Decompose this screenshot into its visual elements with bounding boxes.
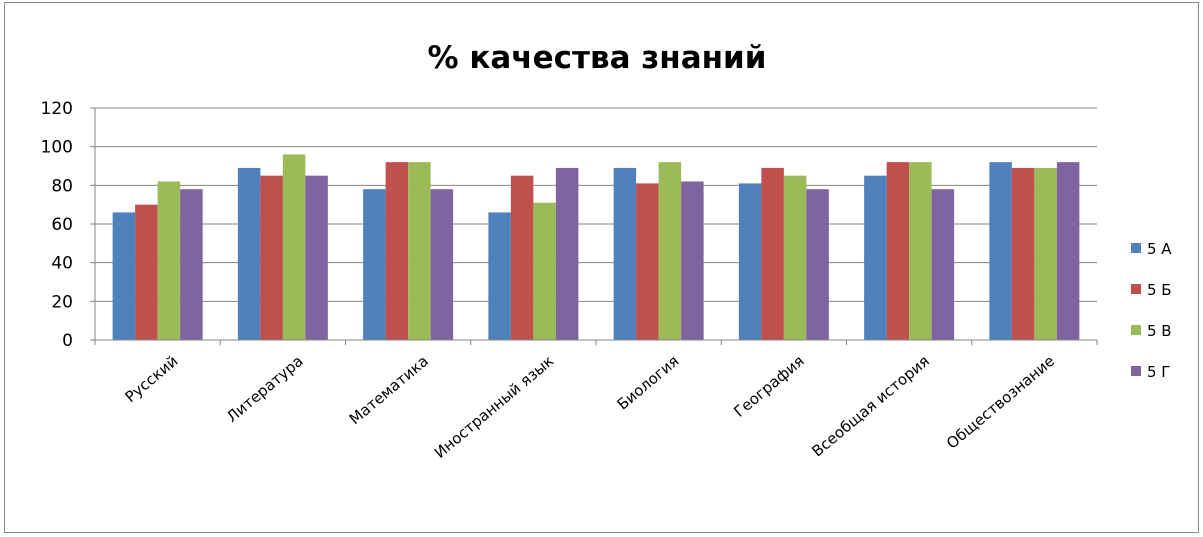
bar-3-8 — [1034, 167, 1057, 340]
legend-label: 5 В — [1147, 322, 1172, 340]
x-category-label: Обществознание — [943, 352, 1058, 453]
bar-3-6 — [783, 175, 807, 340]
legend-label: 5 А — [1147, 240, 1172, 258]
y-tick-label: 100 — [41, 138, 73, 158]
bar-3-3 — [408, 162, 431, 340]
y-tick-label: 40 — [51, 254, 73, 274]
bar-1-5 — [613, 167, 637, 340]
bar-1-8 — [989, 162, 1012, 340]
bar-1-7 — [864, 175, 887, 340]
y-tick-label: 0 — [62, 331, 73, 351]
x-category-label: Литература — [223, 352, 307, 426]
bar-1-1 — [112, 212, 136, 340]
bar-3-2 — [282, 154, 306, 340]
y-axis-ticks: 0 20 40 60 80 100 120 — [41, 99, 95, 351]
bar-1-4 — [488, 212, 511, 340]
bar-2-2 — [260, 175, 283, 340]
bar-3-4 — [533, 202, 556, 340]
bar-2-6 — [761, 167, 784, 340]
bar-4-7 — [931, 189, 955, 340]
x-category-label: Всеобщая история — [808, 352, 933, 461]
bar-4-5 — [681, 181, 704, 340]
bar-1-2 — [237, 167, 261, 340]
legend: 5 А 5 Б 5 В 5 Г — [1131, 240, 1172, 381]
bar-3-5 — [658, 162, 682, 340]
y-tick-label: 20 — [51, 292, 73, 312]
chart-title: % качества знаний — [427, 40, 766, 76]
bar-4-2 — [305, 175, 328, 340]
x-category-label: Биология — [614, 352, 683, 414]
x-category-label: Математика — [346, 352, 432, 428]
bar-4-1 — [180, 189, 203, 340]
x-category-label: Русский — [122, 352, 182, 406]
y-tick-label: 120 — [41, 99, 73, 119]
legend-swatch — [1131, 366, 1141, 376]
bar-2-7 — [886, 162, 910, 340]
x-category-label: География — [730, 352, 807, 421]
y-tick-label: 60 — [51, 215, 73, 235]
axes — [94, 108, 1098, 345]
legend-swatch — [1131, 284, 1141, 294]
bar-4-6 — [806, 189, 829, 340]
bar-1-3 — [363, 189, 386, 340]
bar-2-3 — [385, 162, 409, 340]
bars — [112, 154, 1080, 340]
bar-3-1 — [157, 181, 181, 340]
y-tick-label: 80 — [51, 176, 73, 196]
bar-4-3 — [430, 189, 454, 340]
legend-swatch — [1131, 243, 1141, 253]
legend-swatch — [1131, 325, 1141, 335]
bar-4-8 — [1056, 162, 1080, 340]
bar-2-4 — [510, 175, 534, 340]
legend-label: 5 Г — [1147, 363, 1170, 381]
x-category-label: Иностранный язык — [431, 352, 557, 462]
legend-label: 5 Б — [1147, 281, 1172, 299]
bar-3-7 — [909, 162, 932, 340]
bar-2-1 — [135, 204, 158, 340]
bar-2-8 — [1011, 167, 1035, 340]
bar-2-5 — [636, 183, 659, 340]
bar-1-6 — [738, 183, 762, 340]
bar-4-4 — [555, 167, 579, 340]
